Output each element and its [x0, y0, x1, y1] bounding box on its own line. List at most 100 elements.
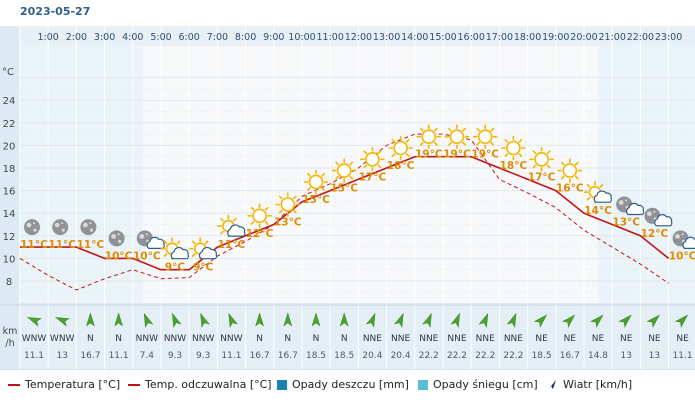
moon-disc [24, 219, 40, 236]
hour-label: 18:00 [514, 32, 541, 43]
sun-ray [586, 183, 591, 188]
wind-arrow-icon [114, 312, 124, 327]
sun-ray [391, 139, 396, 143]
hour-label: 2:00 [66, 32, 87, 43]
hour-label: 12:00 [345, 32, 372, 43]
hour-label: 7:00 [207, 32, 228, 43]
sun-ray [462, 141, 466, 146]
temperature-label: 14°C [584, 205, 612, 217]
wind-direction-label: NNW [220, 334, 242, 344]
y-tick-label: 20 [3, 141, 16, 152]
sun-ray [490, 127, 495, 132]
moon-crater [111, 234, 116, 239]
sun-ray [419, 141, 424, 146]
sun-ray [448, 127, 452, 132]
moon-crater [117, 233, 120, 236]
sun-ray [293, 195, 297, 200]
wind-arrow-shape [311, 312, 321, 327]
wind-speed-label: 7.4 [140, 351, 155, 361]
temperature-label: 10°C [669, 250, 695, 262]
sun-disc [421, 129, 437, 144]
sun-ray [349, 175, 354, 180]
moon-cloud-icon [644, 207, 673, 227]
wind-direction-label: N [87, 334, 94, 344]
temperature-label: 13°C [612, 217, 640, 229]
wind-arrow-shape [393, 312, 404, 328]
temperature-label: 11°C [20, 239, 48, 251]
sun-ray [250, 221, 255, 225]
moon-crater [61, 222, 64, 225]
moon-disc [108, 230, 125, 247]
sun-ray [448, 141, 452, 146]
wind-arrow-shape [171, 312, 182, 328]
sun-ray [405, 139, 410, 143]
legend-snow-label: Opady śniegu [cm] [433, 378, 538, 391]
wind-direction-label: N [284, 334, 291, 344]
wind-arrow-shape [228, 312, 239, 328]
wind-direction-label: NE [535, 334, 548, 344]
sun-disc [562, 163, 578, 178]
temperature-label: 17°C [528, 171, 556, 183]
temperature-label: 11°C [48, 239, 76, 251]
y-tick-label: 14 [3, 209, 16, 220]
temperature-label: 10°C [105, 250, 133, 262]
moon-cloud-icon [136, 230, 165, 249]
sun-icon [472, 124, 498, 149]
wind-speed-label: 22.2 [503, 351, 523, 361]
cloud-shape [625, 202, 645, 216]
sun-icon [388, 135, 413, 161]
cloud-shape [146, 236, 165, 249]
temperature-label: 18°C [500, 160, 528, 172]
y-tick-label: 18 [3, 164, 16, 175]
cloud-shape [227, 224, 246, 237]
sun-ray [532, 164, 537, 169]
wind-arrow-shape [114, 312, 124, 327]
wind-direction-label: NNW [136, 334, 158, 344]
legend-rain-label: Opady deszczu [mm] [292, 378, 409, 391]
moon-disc [52, 219, 69, 236]
sun-ray [462, 127, 466, 132]
sun-icon [247, 203, 272, 229]
hour-label: 17:00 [486, 32, 513, 43]
hour-label: 1:00 [38, 32, 59, 43]
wind-direction-label: N [341, 334, 348, 344]
y-tick-label: 24 [3, 96, 16, 107]
sun-disc [506, 140, 521, 156]
wind-arrow-icon [143, 312, 154, 328]
wind-speed-label: 16.7 [80, 351, 100, 361]
wind-arrow-icon [533, 314, 548, 328]
sun-icon [529, 147, 554, 172]
feels-like-swatch [128, 383, 140, 386]
chart-legend: Temperatura [°C] Temp. odczuwalna [°C] O… [0, 372, 695, 396]
sun-ray [321, 187, 325, 191]
temperature-swatch [8, 383, 20, 386]
moon-disc [80, 219, 97, 236]
sun-ray [377, 150, 382, 155]
wind-arrow-shape [506, 312, 517, 328]
sun-ray [560, 175, 565, 180]
sun-ray [391, 153, 396, 157]
wind-arrow-icon [478, 312, 489, 328]
sun-ray [599, 183, 604, 188]
hour-label: 21:00 [599, 32, 626, 43]
y-tick-label: 10 [3, 254, 16, 265]
sun-ray [278, 209, 283, 214]
sun-ray [532, 150, 537, 155]
sun-ray [293, 209, 297, 214]
sun-ray [476, 127, 480, 132]
wind-speed-label: 11.1 [24, 351, 44, 361]
wind-arrow-shape [255, 312, 265, 327]
wind-arrow-icon [311, 312, 321, 327]
wind-direction-label: WNW [50, 334, 75, 344]
wind-arrow-icon [171, 312, 182, 328]
wind-arrow-shape [54, 316, 71, 327]
wind-speed-label: 16.7 [278, 351, 298, 361]
hour-label: 10:00 [288, 32, 315, 43]
sun-icon [444, 124, 470, 149]
legend-feels-like-label: Temp. odczuwalna [°C] [145, 378, 272, 391]
sun-ray [504, 139, 509, 143]
sun-icon [557, 158, 583, 183]
legend-temperature-label: Temperatura [°C] [25, 378, 121, 391]
hour-label: 19:00 [542, 32, 569, 43]
sun-ray [560, 161, 565, 166]
